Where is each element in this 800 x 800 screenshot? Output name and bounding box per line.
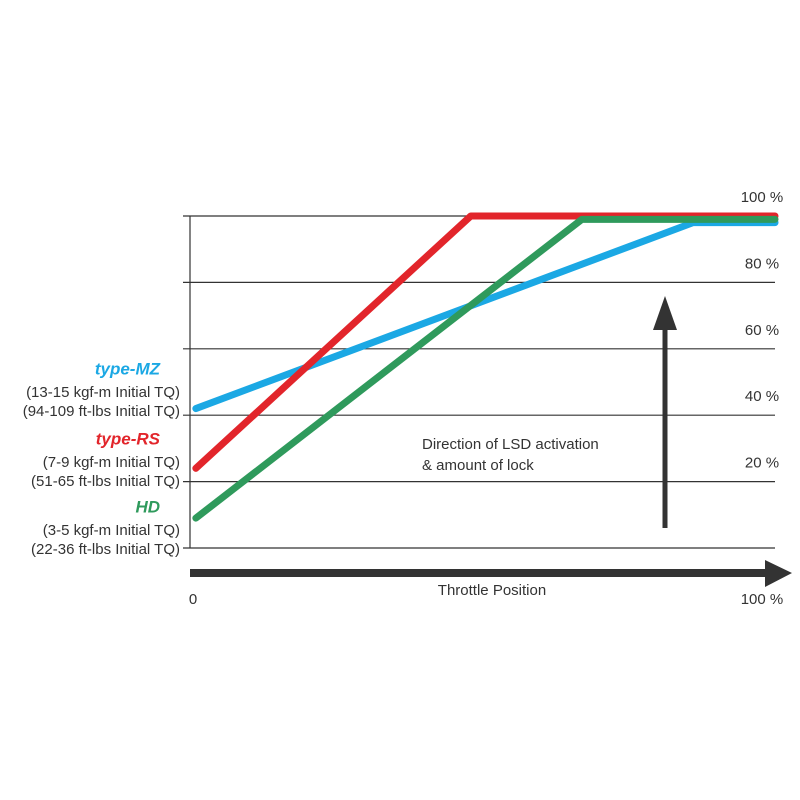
y-tick-label: 100 %	[741, 189, 784, 206]
x-axis-label: Throttle Position	[438, 582, 546, 599]
legend-note: (94-109 ft-lbs Initial TQ)	[23, 403, 180, 420]
x-tick-label: 0	[189, 591, 197, 608]
y-tick-label: 60 %	[745, 322, 779, 339]
annotation: & amount of lock	[422, 457, 534, 474]
annotation-arrowhead	[653, 296, 677, 330]
y-tick-label: 40 %	[745, 388, 779, 405]
x-arrow	[190, 560, 792, 587]
series-line	[192, 219, 779, 413]
legend-note: (51-65 ft-lbs Initial TQ)	[31, 473, 180, 490]
x-tick-label: 100 %	[741, 591, 784, 608]
legend-label: type-MZ	[95, 359, 161, 378]
y-tick-label: 80 %	[745, 255, 779, 272]
y-tick-label: 20 %	[745, 455, 779, 472]
legend-note: (22-36 ft-lbs Initial TQ)	[31, 541, 180, 558]
legend-label: type-RS	[96, 429, 161, 448]
series-line	[192, 215, 779, 522]
series-line	[192, 212, 779, 472]
legend-label: HD	[135, 497, 160, 516]
legend-note: (3-5 kgf-m Initial TQ)	[43, 522, 180, 539]
legend-note: (13-15 kgf-m Initial TQ)	[26, 384, 180, 401]
legend-note: (7-9 kgf-m Initial TQ)	[43, 454, 180, 471]
annotation: Direction of LSD activation	[422, 436, 599, 453]
